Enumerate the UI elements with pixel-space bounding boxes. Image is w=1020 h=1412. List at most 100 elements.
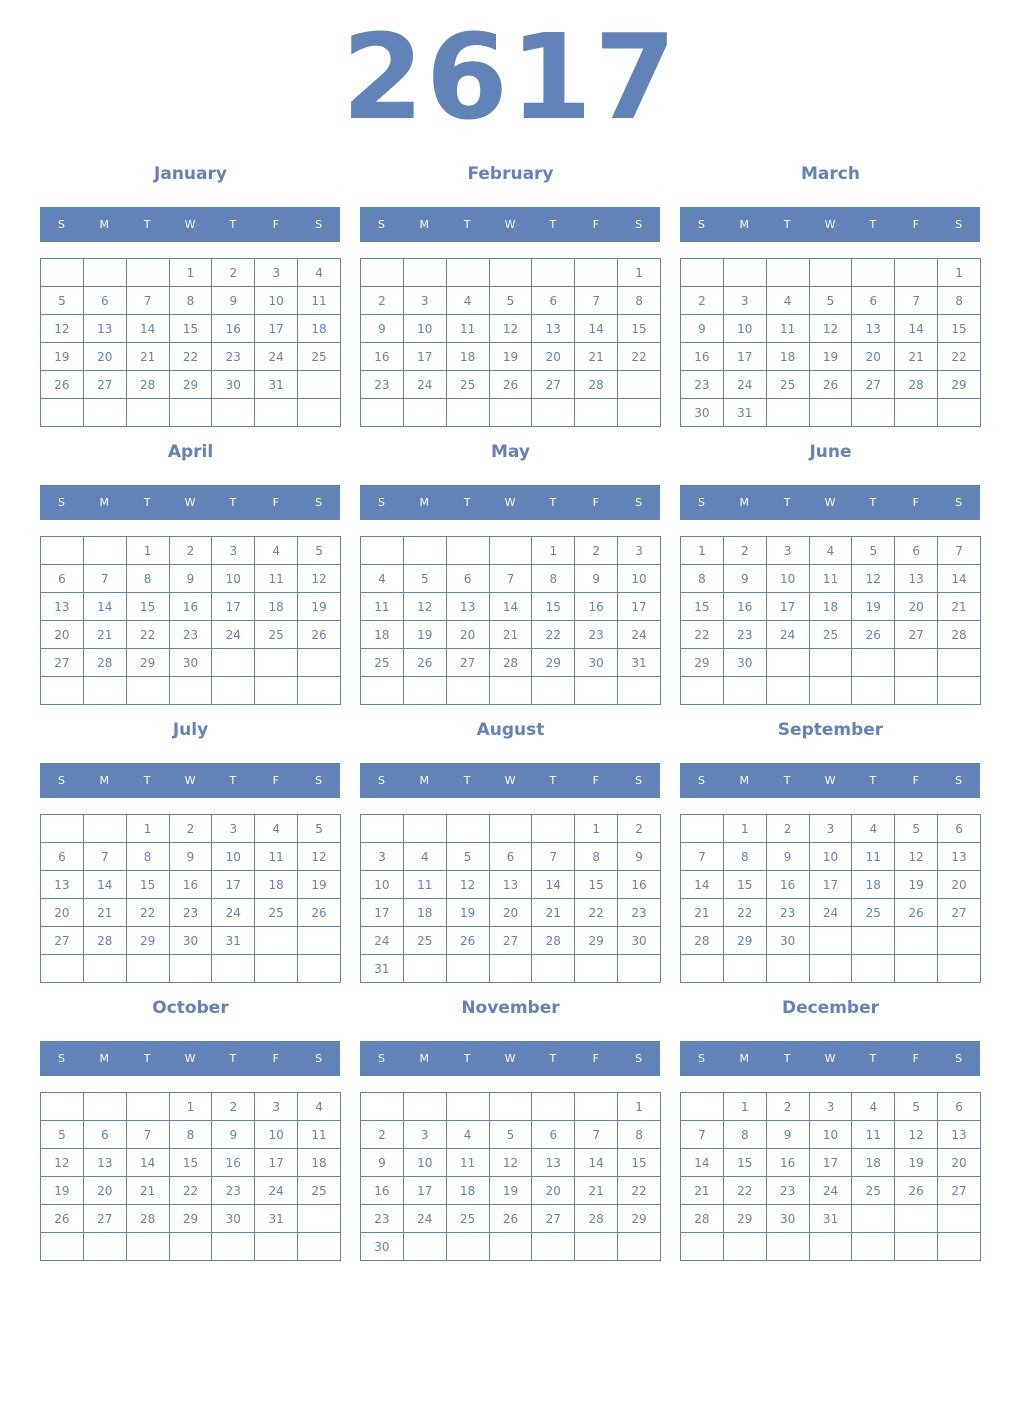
day-cell: 29 [937, 370, 981, 399]
day-cell: 13 [894, 564, 939, 593]
weekday-label: T [549, 496, 557, 509]
day-cell: 17 [254, 1148, 299, 1177]
day-cell [680, 814, 724, 843]
day-cell [82, 814, 127, 843]
weekday-label: M [739, 218, 750, 231]
day-cell [297, 398, 341, 427]
day-cell: 17 [254, 314, 299, 343]
weekday-label: T [143, 218, 151, 231]
day-cell: 8 [531, 564, 576, 593]
day-cell [125, 676, 170, 705]
day-cell: 14 [125, 314, 170, 343]
day-cell: 22 [531, 620, 576, 649]
day-cell: 11 [851, 842, 896, 871]
day-cell [82, 1232, 127, 1261]
day-cell: 15 [937, 314, 981, 343]
day-cell: 27 [82, 370, 127, 399]
month-title: September [777, 720, 884, 740]
weekday-label: M [99, 496, 110, 509]
day-cell: 5 [402, 564, 447, 593]
day-cell: 12 [488, 1148, 533, 1177]
day-cell [82, 398, 127, 427]
day-cell [402, 1232, 447, 1261]
day-cell [297, 926, 341, 955]
weekday-label: T [463, 1052, 471, 1065]
day-cell: 12 [402, 592, 447, 621]
week-row: 13 14 15 16 17 18 19 [40, 870, 341, 899]
day-cell: 28 [488, 648, 533, 677]
day-cell: 10 [808, 1120, 853, 1149]
weekday-label: W [824, 774, 836, 787]
week-row: 16 17 18 19 20 21 22 [360, 1176, 661, 1205]
day-cell: 17 [211, 592, 256, 621]
week-row: 4 5 6 7 8 9 10 [360, 564, 661, 593]
day-cell: 9 [211, 1120, 256, 1149]
day-cell [937, 1204, 981, 1233]
day-cell [82, 536, 127, 565]
day-cell: 20 [937, 1148, 981, 1177]
day-cell: 26 [40, 370, 84, 399]
day-cell: 31 [617, 648, 661, 677]
day-cell: 2 [617, 814, 661, 843]
day-cell: 1 [125, 536, 170, 565]
day-cell: 15 [617, 314, 661, 343]
day-cell: 19 [894, 1148, 939, 1177]
weekday-label: W [184, 1052, 196, 1065]
day-cell: 12 [40, 314, 84, 343]
day-cell: 5 [40, 1120, 84, 1149]
day-cell: 29 [680, 648, 724, 677]
day-cell [722, 258, 767, 287]
day-cell [680, 954, 724, 983]
day-cell: 19 [808, 342, 853, 371]
day-grid: 1 2 3 4 5 6 7 8 9 10 11 12 13 14 15 16 17 18 19 20 21 22 23 24 2… [360, 814, 661, 983]
day-cell: 29 [168, 370, 213, 399]
day-cell: 9 [765, 842, 810, 871]
day-cell [894, 676, 939, 705]
weekday-label: T [463, 774, 471, 787]
day-cell [211, 648, 256, 677]
day-cell: 14 [574, 314, 619, 343]
day-cell [894, 1204, 939, 1233]
day-cell: 24 [360, 926, 404, 955]
weekday-label: S [635, 218, 643, 231]
day-cell: 10 [254, 286, 299, 315]
weekday-label: M [99, 218, 110, 231]
day-cell: 27 [488, 926, 533, 955]
day-cell [937, 398, 981, 427]
day-cell: 30 [168, 926, 213, 955]
day-cell [445, 1232, 490, 1261]
day-cell: 30 [765, 1204, 810, 1233]
day-cell [40, 1232, 84, 1261]
weekday-label: W [504, 1052, 516, 1065]
day-cell: 23 [574, 620, 619, 649]
day-cell: 26 [297, 898, 341, 927]
month-title: March [801, 164, 860, 184]
day-cell: 5 [488, 1120, 533, 1149]
day-cell [617, 676, 661, 705]
day-cell [488, 258, 533, 287]
day-cell [488, 814, 533, 843]
day-cell: 25 [765, 370, 810, 399]
day-cell: 24 [211, 620, 256, 649]
day-cell: 24 [722, 370, 767, 399]
weekday-label: S [635, 1052, 643, 1065]
day-cell: 8 [722, 1120, 767, 1149]
day-cell: 22 [574, 898, 619, 927]
day-cell: 12 [297, 842, 341, 871]
weekday-label: M [739, 496, 750, 509]
day-cell: 6 [445, 564, 490, 593]
day-cell: 3 [402, 1120, 447, 1149]
day-cell: 24 [254, 342, 299, 371]
week-row: 1 [360, 258, 661, 287]
day-cell: 23 [168, 620, 213, 649]
month-title: August [476, 720, 545, 740]
day-grid: 1 2 3 4 5 6 7 8 9 10 11 12 13 14 15 16 17 18 19 20 21 22 23 24 2… [680, 814, 981, 983]
day-cell [402, 954, 447, 983]
weekday-label: M [739, 774, 750, 787]
